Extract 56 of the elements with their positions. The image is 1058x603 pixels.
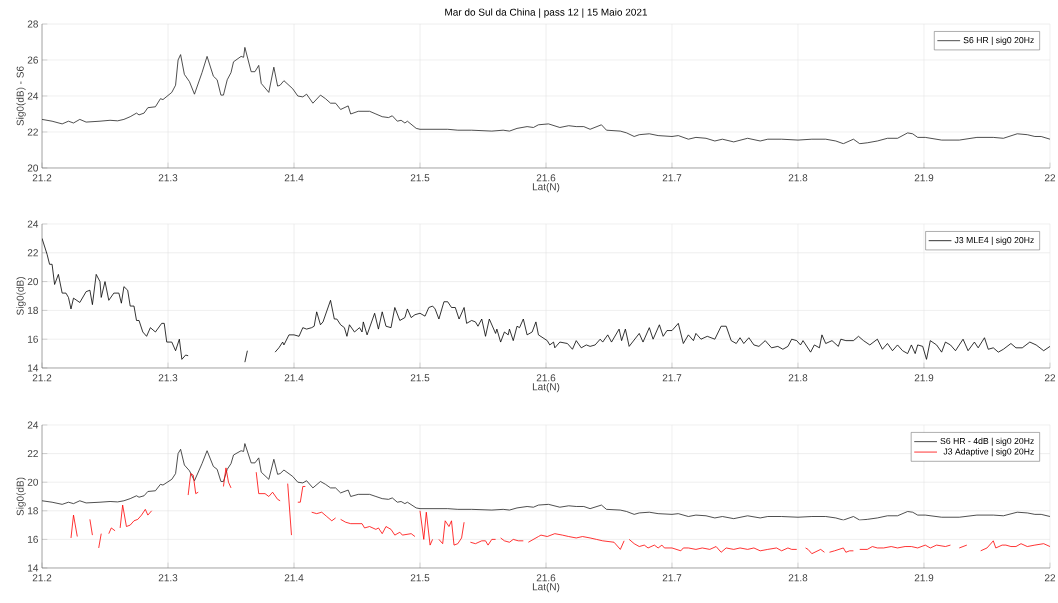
y-tick-label: 18: [28, 306, 38, 314]
legend-label: S6 HR | sig0 20Hz: [963, 36, 1034, 45]
x-tick-label: 21.4: [284, 374, 304, 382]
x-axis-title: Lat(N): [532, 582, 560, 593]
legend-label: J3 MLE4 | sig0 20Hz: [954, 236, 1034, 245]
x-tick-label: 21.2: [32, 374, 52, 382]
x-tick-label: 21.9: [914, 574, 934, 582]
legend-label: J3 Adaptive | sig0 20Hz: [943, 448, 1034, 457]
x-tick-label: 22: [1044, 174, 1056, 182]
x-tick-label: 21.6: [536, 574, 556, 582]
y-tick-label: 20: [27, 278, 39, 286]
y-tick-label: 16: [28, 335, 38, 343]
x-tick-label: 21.4: [284, 574, 304, 582]
x-tick-label: 21.2: [32, 574, 52, 582]
x-tick-label: 21.9: [914, 174, 934, 182]
y-axis-title: Sig0(dB): [16, 277, 26, 315]
legend-label: S6 HR - 4dB | sig0 20Hz: [940, 437, 1034, 446]
x-tick-label: 21.8: [788, 374, 808, 382]
y-tick-label: 28: [27, 20, 38, 28]
x-tick-label: 21.6: [536, 174, 556, 182]
x-tick-label: 21.3: [158, 174, 178, 182]
x-axis-title: Lat(N): [532, 182, 560, 193]
x-tick-label: 21.2: [32, 174, 52, 182]
x-tick-label: 21.5: [410, 374, 430, 382]
x-tick-label: 21.9: [914, 374, 934, 382]
y-tick-label: 14: [28, 364, 39, 372]
x-tick-label: 21.7: [662, 574, 682, 582]
x-tick-label: 21.5: [410, 174, 430, 182]
x-tick-label: 21.8: [788, 574, 808, 582]
x-tick-label: 22: [1044, 374, 1056, 382]
x-tick-label: 21.7: [662, 374, 682, 382]
x-axis-title: Lat(N): [532, 382, 560, 393]
x-tick-label: 21.6: [536, 374, 556, 382]
y-tick-label: 24: [27, 92, 39, 100]
y-tick-label: 26: [27, 56, 38, 64]
x-tick-label: 21.5: [410, 574, 430, 582]
y-tick-label: 16: [28, 535, 38, 543]
x-tick-label: 21.4: [284, 174, 304, 182]
line-series: [42, 47, 1050, 145]
y-tick-label: 20: [27, 164, 39, 172]
y-tick-label: 18: [28, 507, 38, 515]
x-tick-label: 21.3: [158, 574, 178, 582]
y-tick-label: 20: [27, 478, 39, 486]
x-tick-label: 22: [1044, 574, 1056, 582]
y-tick-label: 14: [28, 564, 39, 572]
y-tick-label: 22: [27, 128, 38, 136]
y-tick-label: 24: [27, 220, 39, 228]
x-tick-label: 21.8: [788, 174, 808, 182]
y-tick-label: 22: [27, 450, 38, 458]
y-tick-label: 22: [27, 249, 38, 257]
chart-title: Mar do Sul da China | pass 12 | 15 Maio 2021: [445, 8, 648, 18]
x-tick-label: 21.7: [662, 174, 682, 182]
x-tick-label: 21.3: [158, 374, 178, 382]
y-axis-title: Sig0(dB) - S6: [16, 66, 26, 126]
y-tick-label: 24: [27, 421, 39, 429]
y-axis-title: Sig0(dB): [16, 477, 26, 516]
